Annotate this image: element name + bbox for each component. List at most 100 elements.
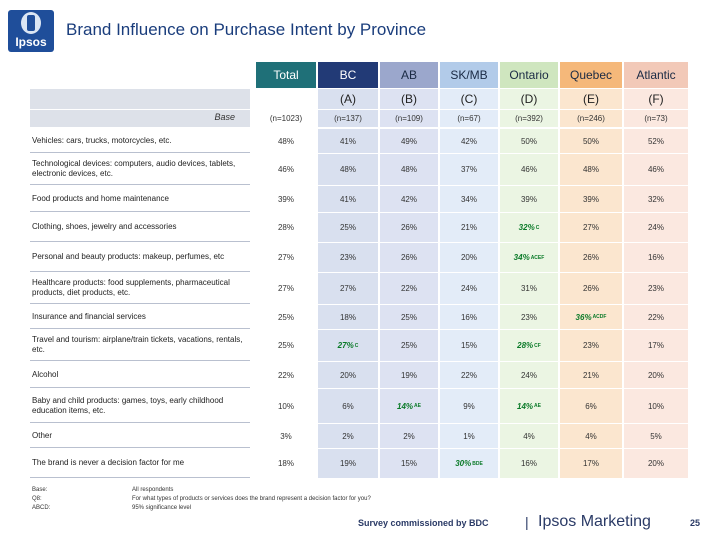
cell-value: 25% [277,312,294,322]
table-cell: 4% [500,424,558,448]
table-cell: 17% [560,449,622,478]
cell-value: 27% [277,284,294,293]
row-label: Vehicles: cars, trucks, motorcycles, etc… [30,129,250,153]
table-cell: 25% [318,213,378,242]
row-label: Alcohol [30,362,250,388]
cell-value: 16% [647,253,664,262]
significance-letters: BDE [472,460,483,467]
cell-value: 32% [647,194,664,204]
column-base-size: (n=246) [560,110,622,127]
page-number: 25 [690,518,701,528]
table-cell: 48% [560,154,622,185]
table-row: The brand is never a decision factor for… [0,449,705,479]
table-cell: 21% [440,213,498,242]
table-cell: 31% [500,273,558,304]
table-row: Alcohol 22% 20% 19% 22% 24% 21% 20% [0,362,705,389]
cell-value: 5% [650,431,662,441]
table-cell: 2% [380,424,438,448]
column-letter: (B) [380,89,438,109]
table-cell: 21% [560,362,622,388]
cell-value: 39% [277,194,294,204]
footnote-keys: Base: Q8: ABCD: [32,486,112,513]
cell-value: 19% [400,370,417,380]
table-cell: 22% [380,273,438,304]
significance-letters: C [354,342,359,349]
column-base-size: (n=67) [440,110,498,127]
table-cell: 27% [256,273,316,304]
table-cell: 41% [318,186,378,212]
cell-value: 24% [520,370,537,380]
table-cell: 23% [624,273,688,304]
cell-value: 50% [582,136,599,146]
cell-value: 30% [455,459,472,468]
row-label: Technological devices: computers, audio … [30,154,250,185]
cell-value: 27% [339,284,356,293]
table-cell: 20% [624,362,688,388]
survey-credit: Survey commissioned by BDC [358,518,489,528]
cell-value: 15% [400,459,417,468]
cell-value: 52% [647,136,664,146]
row-label: Food products and home maintenance [30,186,250,212]
table-cell: 22% [256,362,316,388]
table-cell: 10% [256,389,316,423]
table-cell: 50% [560,129,622,153]
table-cell: 24% [500,362,558,388]
column-header: AB [380,62,438,88]
column-letter: (D) [500,89,558,109]
cell-value: 23% [647,284,664,293]
table-cell: 26% [560,273,622,304]
cell-value: 27% [277,253,294,262]
table-cell: 25% [256,305,316,329]
table-cell: 26% [380,213,438,242]
table-cell: 20% [318,362,378,388]
footnote-value: 95% significance level [132,505,192,511]
table-cell: 20% [624,449,688,478]
table-cell: 46% [624,154,688,185]
table-cell: 39% [500,186,558,212]
column-header-row: Total BC AB SK/MB Ontario Quebec Atlantic [0,62,705,88]
table-cell: 15% [440,330,498,361]
table-cell: 46% [256,154,316,185]
table-cell: 19% [380,362,438,388]
column-base-size: (n=392) [500,110,558,127]
table-cell: 28% CF [500,330,558,361]
table-row: Healthcare products: food supplements, p… [0,273,705,305]
cell-value: 48% [339,165,356,174]
table-cell: 48% [318,154,378,185]
column-base-size: (n=73) [624,110,688,127]
table-cell: 1% [440,424,498,448]
significance-letters: ACDF [592,314,607,320]
column-base-size: (n=137) [318,110,378,127]
ipsos-logo: Ipsos [8,10,54,52]
column-header: Total [256,62,316,88]
table-cell: 32% C [500,213,558,242]
cell-value: 46% [520,165,537,174]
footnote-value: All respondents [132,487,174,493]
logo-text: Ipsos [15,35,47,49]
column-header: Quebec [560,62,622,88]
cell-value: 42% [400,194,417,204]
cell-value: 20% [647,459,664,468]
ipsos-logo-mark-icon [21,12,41,34]
table-cell: 2% [318,424,378,448]
table-cell: 28% [256,213,316,242]
table-cell: 48% [256,129,316,153]
table-cell: 34% [440,186,498,212]
table-cell: 49% [380,129,438,153]
cell-value: 6% [342,401,354,411]
cell-value: 3% [280,431,292,441]
table-cell: 27% [560,213,622,242]
footnote-key: Base: [32,487,48,493]
table-row: Vehicles: cars, trucks, motorcycles, etc… [0,129,705,154]
column-letter: (A) [318,89,378,109]
cell-value: 25% [277,341,294,350]
row-label: Insurance and financial services [30,305,250,329]
table-cell: 9% [440,389,498,423]
table-cell: 6% [560,389,622,423]
table-cell: 50% [500,129,558,153]
row-label: Clothing, shoes, jewelry and accessories [30,213,250,242]
row-label: Other [30,424,250,448]
table-cell: 23% [560,330,622,361]
table-cell: 14% AE [500,389,558,423]
cell-value: 48% [582,165,599,174]
